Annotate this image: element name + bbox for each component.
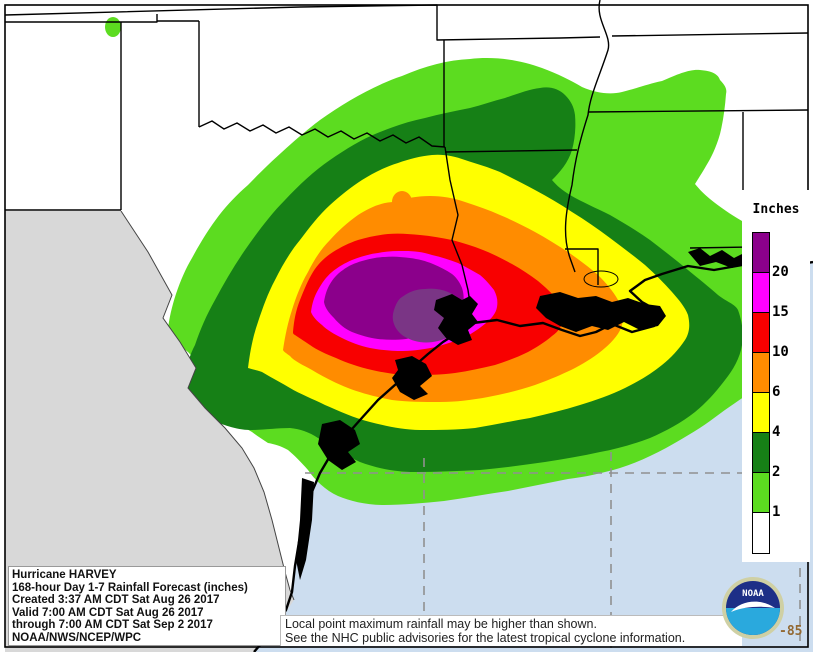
longitude-label: -85	[779, 624, 803, 639]
valid-time: Valid 7:00 AM CDT Sat Aug 26 2017	[12, 606, 204, 619]
noaa-logo: NOAA	[721, 576, 785, 640]
legend-seg-1-2	[753, 473, 769, 513]
agency-credit: NOAA/NWS/NCEP/WPC	[12, 631, 142, 644]
legend-seg-2-4	[753, 433, 769, 473]
noaa-logo-text: NOAA	[742, 589, 764, 599]
legend-label-10: 10	[772, 344, 789, 360]
legend-label-1: 1	[772, 504, 781, 520]
legend-seg-6-10	[753, 353, 769, 393]
legend-seg-10-15	[753, 313, 769, 353]
legend-label-2: 2	[772, 464, 781, 480]
through-time: through 7:00 AM CDT Sat Sep 2 2017	[12, 619, 213, 632]
legend-label-20: 20	[772, 264, 789, 280]
legend-label-6: 6	[772, 384, 781, 400]
legend: Inches 20 15 10 6 4 2 1	[742, 190, 810, 562]
disclaimer-line-1: Local point maximum rainfall may be high…	[285, 617, 597, 631]
rain-spot-6in	[392, 191, 412, 213]
legend-title: Inches	[752, 202, 800, 217]
legend-color-bar	[752, 232, 770, 554]
lake-pontchartrain	[583, 270, 619, 288]
legend-label-4: 4	[772, 424, 781, 440]
legend-seg-4-6	[753, 393, 769, 433]
rain-spot-1in	[105, 17, 121, 37]
product-name: 168-hour Day 1-7 Rainfall Forecast (inch…	[12, 581, 248, 594]
legend-seg-gt20	[753, 233, 769, 273]
created-time: Created 3:37 AM CDT Sat Aug 26 2017	[12, 594, 220, 607]
legend-label-15: 15	[772, 304, 789, 320]
title-block: Hurricane HARVEY 168-hour Day 1-7 Rainfa…	[8, 566, 286, 646]
rio-grande-border	[120, 210, 295, 601]
disclaimer: Local point maximum rainfall may be high…	[280, 615, 742, 646]
disclaimer-line-2: See the NHC public advisories for the la…	[285, 631, 686, 645]
legend-seg-lt1	[753, 513, 769, 553]
noaa-logo-image: NOAA	[722, 577, 784, 639]
storm-name: Hurricane HARVEY	[12, 569, 117, 581]
legend-seg-15-20	[753, 273, 769, 313]
mexico-land	[5, 211, 294, 652]
